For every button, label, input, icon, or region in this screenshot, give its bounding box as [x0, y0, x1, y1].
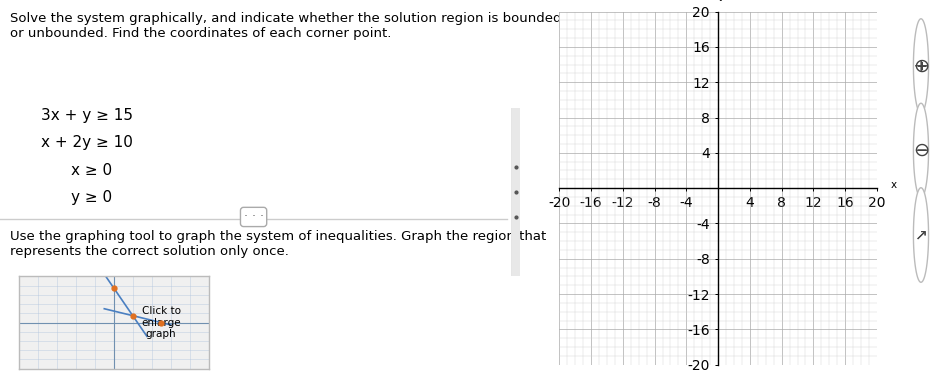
Text: · · ·: · · · [244, 210, 264, 223]
Text: ⊖: ⊖ [913, 141, 929, 160]
Text: ↗: ↗ [915, 227, 927, 243]
Text: +: + [913, 56, 929, 76]
Polygon shape [914, 19, 928, 113]
Text: x + 2y ≥ 10: x + 2y ≥ 10 [41, 135, 133, 150]
Text: Solve the system graphically, and indicate whether the solution region is bounde: Solve the system graphically, and indica… [10, 12, 561, 40]
Polygon shape [914, 103, 928, 198]
FancyBboxPatch shape [510, 99, 521, 285]
Text: y ≥ 0: y ≥ 0 [71, 190, 112, 205]
Text: Click to
enlarge
graph: Click to enlarge graph [141, 306, 181, 339]
Text: Use the graphing tool to graph the system of inequalities. Graph the region that: Use the graphing tool to graph the syste… [10, 230, 546, 258]
Text: y: y [719, 0, 724, 1]
Text: x: x [891, 180, 898, 190]
Text: ↗: ↗ [915, 227, 927, 243]
Text: 3x + y ≥ 15: 3x + y ≥ 15 [41, 108, 133, 122]
Text: x ≥ 0: x ≥ 0 [71, 163, 112, 178]
Polygon shape [914, 188, 928, 282]
Text: ⊕: ⊕ [913, 56, 929, 76]
Text: −: − [914, 142, 928, 159]
